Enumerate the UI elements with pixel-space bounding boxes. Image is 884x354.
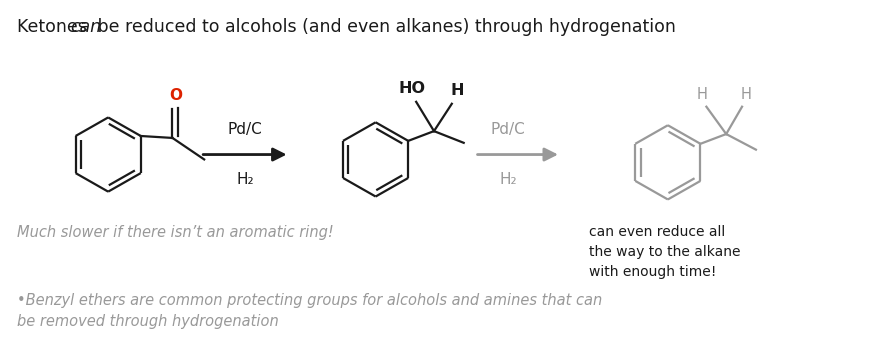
Text: Ketones: Ketones — [17, 18, 93, 36]
Text: H: H — [741, 87, 751, 102]
Text: Pd/C: Pd/C — [491, 122, 525, 137]
Text: O: O — [169, 88, 182, 103]
Text: H₂: H₂ — [499, 172, 516, 187]
Text: Much slower if there isn’t an aromatic ring!: Much slower if there isn’t an aromatic r… — [17, 225, 334, 240]
Text: •Benzyl ethers are common protecting groups for alcohols and amines that can
be : •Benzyl ethers are common protecting gro… — [17, 293, 602, 329]
Text: be reduced to alcohols (and even alkanes) through hydrogenation: be reduced to alcohols (and even alkanes… — [92, 18, 676, 36]
Text: H: H — [450, 83, 463, 98]
Text: Pd/C: Pd/C — [227, 122, 263, 137]
Text: can even reduce all
the way to the alkane
with enough time!: can even reduce all the way to the alkan… — [589, 225, 740, 279]
Text: H: H — [697, 87, 708, 102]
Text: can: can — [70, 18, 101, 36]
Text: H₂: H₂ — [236, 172, 254, 187]
Text: HO: HO — [399, 81, 426, 96]
